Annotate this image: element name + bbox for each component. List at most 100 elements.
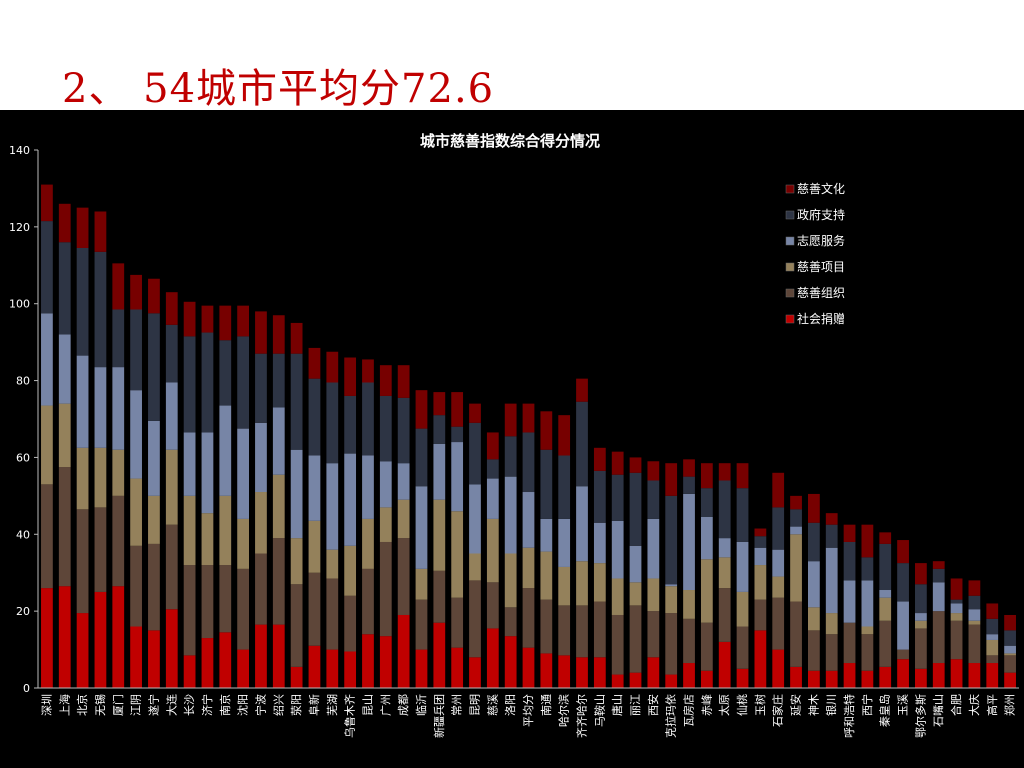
x-tick-label: 昆明 — [468, 694, 481, 716]
bar-segment — [790, 526, 802, 535]
bar-segment — [915, 613, 927, 621]
bar-segment — [344, 395, 357, 454]
bar-segment — [772, 597, 785, 650]
bar-segment — [308, 347, 321, 379]
x-tick-label: 江阴 — [130, 694, 143, 716]
legend-label: 志愿服务 — [797, 233, 845, 248]
bar-segment — [94, 447, 107, 508]
bar-segment — [647, 461, 660, 481]
bar-segment — [576, 401, 588, 487]
x-tick-label: 赤峰 — [700, 694, 713, 716]
legend-swatch — [785, 262, 795, 272]
bar-segment — [932, 568, 945, 583]
bar-segment — [433, 415, 446, 444]
x-tick-label: 玉树 — [753, 694, 767, 716]
bar-segment — [290, 538, 303, 585]
x-tick-label: 郑州 — [1003, 694, 1017, 716]
bar-segment — [736, 488, 749, 542]
bar-segment — [272, 538, 285, 625]
bar-segment — [344, 357, 357, 396]
bar-segment — [808, 561, 820, 608]
bar-segment — [950, 599, 963, 604]
x-tick-label: 银川 — [824, 694, 838, 716]
bar-segment — [201, 513, 214, 566]
bar-segment — [611, 451, 624, 475]
bar-segment — [41, 405, 53, 485]
y-tick-label: 100 — [9, 298, 30, 311]
bar-segment — [219, 565, 232, 633]
bar-segment — [326, 463, 339, 550]
bar-segment — [754, 565, 767, 600]
x-tick-label: 大庆 — [967, 694, 981, 716]
bar-segment — [165, 609, 178, 688]
bar-segment — [451, 511, 464, 598]
x-tick-label: 阜新 — [307, 694, 321, 716]
bar-segment — [540, 518, 553, 552]
x-tick-label: 合肥 — [949, 694, 963, 716]
bar-segment — [41, 184, 53, 222]
bar-segment — [772, 472, 785, 508]
bar-segment — [219, 495, 232, 566]
bar-segment — [165, 292, 178, 325]
bar-segment — [415, 390, 428, 429]
bar-segment — [700, 463, 713, 489]
bar-segment — [308, 645, 321, 688]
bar-segment — [255, 353, 267, 423]
chart-title: 城市慈善指数综合得分情况 — [420, 132, 600, 150]
bar-segment — [1004, 672, 1016, 688]
bar-segment — [1004, 655, 1016, 673]
x-tick-label: 沈阳 — [236, 694, 250, 716]
bar-segment — [451, 597, 464, 648]
bar-segment — [576, 561, 588, 606]
bar-segment — [808, 607, 820, 631]
bar-segment — [469, 657, 481, 688]
bar-segment — [112, 263, 125, 310]
bar-segment — [112, 586, 125, 688]
bar-segment — [94, 367, 107, 448]
bar-segment — [718, 588, 731, 642]
bar-segment — [504, 403, 517, 437]
bar-segment — [522, 588, 535, 648]
bar-segment — [700, 516, 713, 560]
x-tick-label: 新疆兵团 — [432, 694, 446, 738]
bar-segment — [558, 655, 571, 688]
bar-segment — [397, 397, 410, 464]
bar-segment — [486, 582, 499, 629]
bar-segment — [237, 568, 249, 650]
x-tick-label: 无锡 — [93, 694, 107, 716]
bar-segment — [469, 580, 481, 658]
bar-segment — [665, 495, 678, 585]
x-axis: 深圳 上海 北京 无锡 厦门 江阴 遂宁 大连 长沙 济宁 南京 沈阳 宁波 绍兴 荥阳 阜新 芜湖 乌鲁木齐 昆山… — [38, 687, 1019, 738]
bar-segment — [112, 309, 125, 368]
bar-segment — [362, 518, 374, 569]
legend-label: 慈善项目 — [797, 259, 845, 274]
x-tick-label: 鄂尔多斯 — [913, 694, 927, 738]
bar-segment — [665, 613, 678, 675]
x-tick-label: 大连 — [164, 694, 178, 716]
x-tick-label: 南京 — [218, 694, 232, 716]
bar-segment — [344, 595, 357, 652]
x-tick-label: 仙桃 — [735, 694, 749, 716]
bar-segment — [700, 559, 713, 623]
bar-segment — [754, 547, 767, 566]
bar-segment — [415, 649, 428, 688]
bar-segment — [593, 522, 606, 564]
bar-segment — [611, 520, 624, 579]
bar-segment — [148, 420, 160, 496]
bar-segment — [148, 278, 160, 314]
x-tick-label: 神木 — [806, 694, 820, 716]
bar-segment — [130, 478, 142, 546]
bar-segment — [647, 611, 660, 658]
bar-segment — [94, 591, 107, 688]
legend-swatch — [785, 236, 795, 246]
bar-segment — [58, 403, 71, 468]
chart-area: 城市慈善指数综合得分情况 0 20 40 60 80 100 120 140 深圳 上海 北京 无锡… — [0, 110, 1024, 768]
bar-segment — [486, 628, 499, 688]
bar-segment — [255, 624, 267, 688]
bar-segment — [700, 622, 713, 671]
bar-segment — [790, 666, 802, 688]
bar-segment — [290, 353, 303, 450]
bar-segment — [665, 463, 678, 496]
bar-segment — [718, 641, 731, 688]
